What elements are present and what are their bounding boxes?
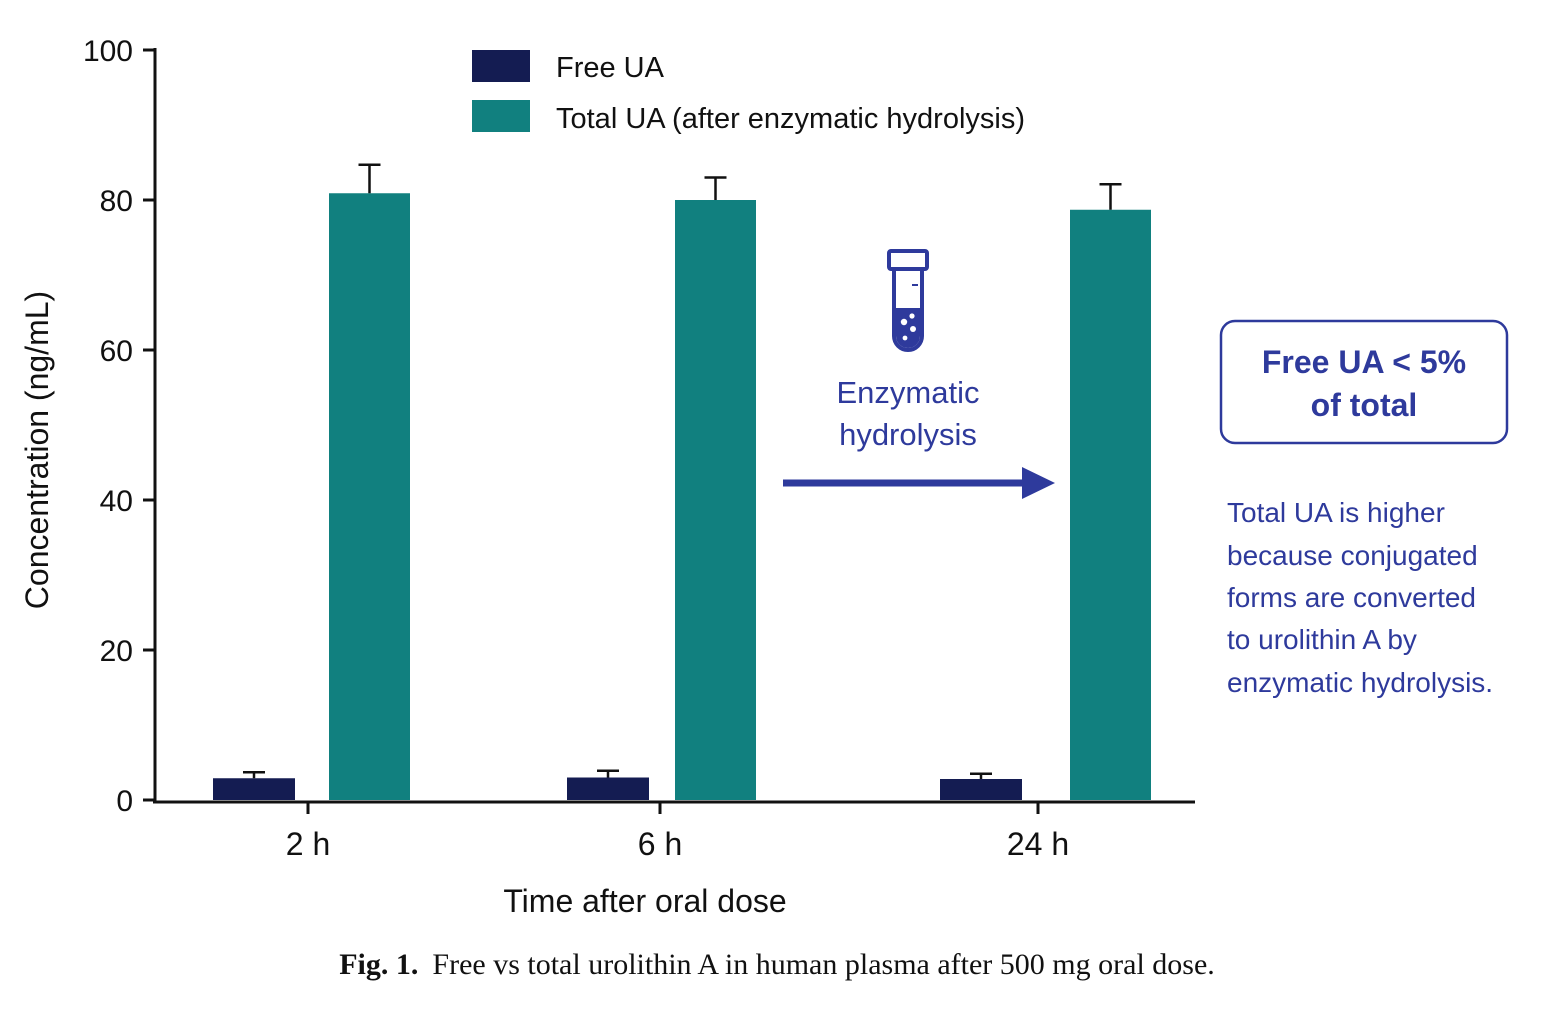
badge-line2: of total <box>1311 387 1418 423</box>
x-axis-title: Time after oral dose <box>503 883 786 919</box>
y-tick-label: 20 <box>100 635 133 668</box>
figure-caption: Fig. 1. Free vs total urolithin A in huma… <box>0 948 1554 982</box>
note-line: forms are converted <box>1227 582 1476 613</box>
arrow-right-icon <box>783 467 1055 499</box>
y-tick-label: 60 <box>100 335 133 368</box>
y-tick-label: 0 <box>116 785 133 818</box>
y-tick-label: 80 <box>100 185 133 218</box>
legend-swatch-total-ua <box>472 100 530 132</box>
note-line: Total UA is higher <box>1227 497 1445 528</box>
x-tick-label: 2 h <box>286 826 330 862</box>
note-line: because conjugated <box>1227 540 1478 571</box>
legend-label-free-ua: Free UA <box>556 52 665 84</box>
bar-free-ua <box>213 778 295 800</box>
bars-group <box>213 163 1151 800</box>
y-axis-ticks: 0 20 40 60 80 100 <box>83 35 155 818</box>
y-axis-title: Concentration (ng/mL) <box>19 291 55 609</box>
note-line: enzymatic hydrolysis. <box>1227 667 1493 698</box>
bar-total-ua <box>329 193 410 800</box>
caption-label: Fig. 1. <box>339 948 419 981</box>
legend-label-total-ua: Total UA (after enzymatic hydrolysis) <box>556 103 1025 135</box>
x-tick-label: 6 h <box>638 826 682 862</box>
caption-text: Free vs total urolithin A in human plasm… <box>432 948 1215 981</box>
process-label-line2: hydrolysis <box>839 417 977 452</box>
y-tick-label: 100 <box>83 35 133 68</box>
test-tube-icon <box>887 249 929 352</box>
legend-swatch-free-ua <box>472 50 530 82</box>
bar-free-ua <box>940 779 1022 800</box>
bar-free-ua <box>567 777 649 800</box>
process-label-line1: Enzymatic <box>837 375 980 410</box>
legend: Free UA Total UA (after enzymatic hydrol… <box>472 50 1025 135</box>
y-tick-label: 40 <box>100 485 133 518</box>
explanation-note: Total UA is higher because conjugated fo… <box>1227 497 1493 698</box>
x-tick-label: 24 h <box>1007 826 1069 862</box>
x-axis-ticks: 2 h 6 h 24 h <box>286 802 1069 862</box>
badge-line1: Free UA < 5% <box>1262 344 1466 380</box>
bar-total-ua <box>675 200 756 800</box>
bar-total-ua <box>1070 209 1151 800</box>
note-line: to urolithin A by <box>1227 624 1417 655</box>
summary-badge: Free UA < 5% of total <box>1219 319 1509 445</box>
